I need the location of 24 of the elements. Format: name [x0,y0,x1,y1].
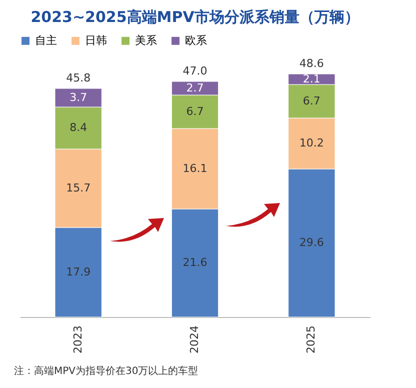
x-tick-label: 2023 [71,326,84,354]
x-tick-label: 2025 [304,326,318,354]
data-label: 16.1 [182,162,208,175]
data-label: 17.9 [66,265,91,278]
legend-label: 美系 [135,34,157,47]
legend-label: 自主 [35,34,57,47]
data-label: 6.7 [302,94,320,108]
data-label: 10.2 [299,136,324,150]
data-label: 8.4 [70,121,88,134]
total-label: 48.6 [299,57,324,70]
legend-label: 日韩 [85,34,107,47]
chart-title: 2023~2025高端MPV市场分派系销量（万辆） [30,8,360,26]
data-label: 6.7 [186,104,204,118]
data-label: 3.7 [70,90,88,104]
data-label: 15.7 [66,181,91,194]
data-label: 2.1 [302,72,320,86]
text: 注：高端MPV为指导价在30万以上的车型 [14,364,198,378]
x-tick-label: 2024 [188,326,201,354]
total-label: 45.8 [66,72,91,84]
total-label: 47.0 [182,64,208,78]
legend-label: 欧系 [185,34,207,47]
data-label: 29.6 [299,236,324,249]
data-label: 21.6 [182,256,208,269]
data-label: 2.7 [186,81,204,94]
